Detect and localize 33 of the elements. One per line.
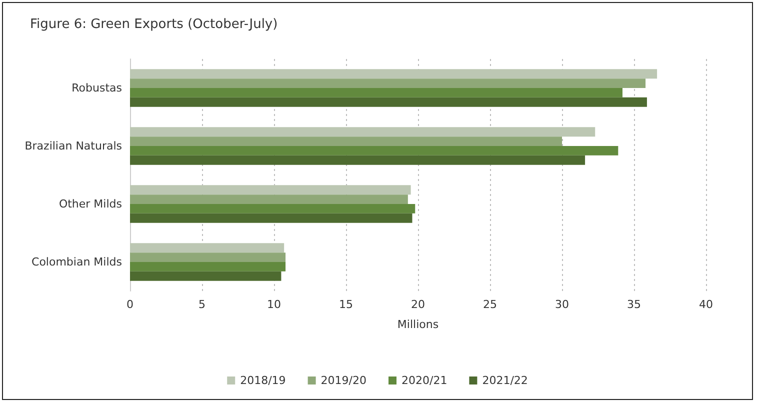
bar [130,136,562,146]
legend-label: 2018/19 [240,374,286,387]
bar [130,97,647,107]
x-tick-label: 30 [555,298,569,311]
y-tick-label: Brazilian Naturals [24,140,122,152]
bar [130,204,416,214]
bar [130,146,618,156]
x-tick-label: 40 [699,298,713,311]
bar [130,213,412,223]
legend-label: 2020/21 [402,374,448,387]
y-tick-label: Other Milds [58,198,122,210]
bar [130,262,286,272]
y-tick-label: Colombian Milds [32,256,122,268]
bar [130,88,622,98]
x-tick-label: 15 [339,298,353,311]
bar [130,252,286,262]
bar [130,194,408,204]
x-tick-label: 10 [267,298,281,311]
y-tick-label: Robustas [72,82,122,94]
legend-label: 2021/22 [482,374,528,387]
legend-label: 2019/20 [320,374,367,387]
bar [130,69,658,79]
bar [130,243,284,253]
chart-title: Figure 6: Green Exports (October-July) [30,17,278,32]
x-axis-title: Millions [397,318,439,331]
x-tick-label: 35 [627,298,641,311]
x-tick-label: 5 [198,298,206,311]
x-tick-label: 25 [483,298,497,311]
bar [130,155,586,165]
x-tick-label: 0 [126,298,134,311]
bar [130,271,282,281]
bar [130,78,646,88]
x-tick-label: 20 [411,298,425,311]
